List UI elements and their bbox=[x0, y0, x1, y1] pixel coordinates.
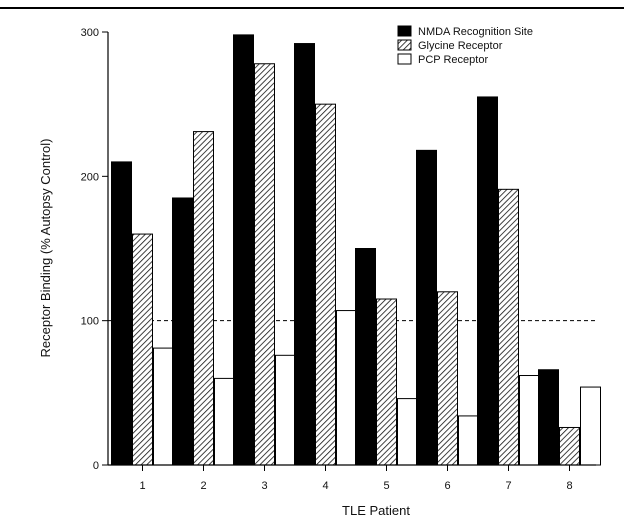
bar-pcp-receptor-patient-8 bbox=[580, 386, 601, 466]
y-tick-label: 100 bbox=[81, 316, 99, 328]
bar-glycine-receptor-patient-1 bbox=[132, 233, 153, 466]
bar-nmda-recognition-site-patient-4 bbox=[294, 43, 315, 466]
x-tick-label: 5 bbox=[383, 480, 389, 492]
plot-area: 0 100 200 300 1 2 3 4 5 6 7 8 bbox=[81, 27, 601, 492]
bar-nmda-recognition-site-patient-7 bbox=[477, 96, 498, 466]
legend: NMDA Recognition Site Glycine Receptor PCP… bbox=[397, 25, 533, 66]
bar-glycine-receptor-patient-6 bbox=[437, 291, 458, 466]
bar-nmda-recognition-site-patient-1 bbox=[111, 161, 132, 466]
x-tick-label: 1 bbox=[139, 480, 145, 492]
y-tick-label: 200 bbox=[81, 171, 99, 183]
x-axis-label: TLE Patient bbox=[342, 503, 410, 518]
bar-nmda-recognition-site-patient-5 bbox=[355, 248, 376, 466]
legend-label: Glycine Receptor bbox=[418, 40, 503, 52]
legend-swatch-glycine-receptor bbox=[397, 39, 412, 51]
bar-pcp-receptor-patient-5 bbox=[397, 398, 418, 466]
x-tick-label: 6 bbox=[444, 480, 450, 492]
bar-pcp-receptor-patient-6 bbox=[458, 415, 479, 466]
x-tick-label: 4 bbox=[322, 480, 328, 492]
y-tick-label: 0 bbox=[93, 460, 99, 472]
bar-glycine-receptor-patient-7 bbox=[498, 188, 519, 466]
bar-pcp-receptor-patient-1 bbox=[153, 347, 174, 466]
bar-nmda-recognition-site-patient-3 bbox=[233, 34, 254, 466]
bar-glycine-receptor-patient-8 bbox=[559, 426, 580, 466]
bar-nmda-recognition-site-patient-8 bbox=[538, 369, 559, 466]
bar-pcp-receptor-patient-2 bbox=[214, 377, 235, 466]
x-tick-label: 2 bbox=[200, 480, 206, 492]
legend-label: PCP Receptor bbox=[418, 54, 488, 66]
bar-nmda-recognition-site-patient-6 bbox=[416, 149, 437, 466]
legend-label: NMDA Recognition Site bbox=[418, 26, 533, 38]
x-tick-label: 7 bbox=[505, 480, 511, 492]
bar-pcp-receptor-patient-7 bbox=[519, 375, 540, 466]
y-axis-label: Receptor Binding (% Autopsy Control) bbox=[38, 139, 53, 358]
bar-glycine-receptor-patient-5 bbox=[376, 298, 397, 466]
x-tick-label: 3 bbox=[261, 480, 267, 492]
bar-glycine-receptor-patient-3 bbox=[254, 63, 275, 466]
y-tick-label: 300 bbox=[81, 27, 99, 39]
bar-pcp-receptor-patient-4 bbox=[336, 310, 357, 466]
bar-glycine-receptor-patient-4 bbox=[315, 103, 336, 466]
bar-nmda-recognition-site-patient-2 bbox=[172, 197, 193, 466]
legend-swatch-pcp-receptor bbox=[397, 53, 412, 65]
bar-pcp-receptor-patient-3 bbox=[275, 354, 296, 466]
x-tick-label: 8 bbox=[566, 480, 572, 492]
legend-swatch-nmda-recognition-site bbox=[397, 25, 412, 37]
bar-glycine-receptor-patient-2 bbox=[193, 131, 214, 466]
